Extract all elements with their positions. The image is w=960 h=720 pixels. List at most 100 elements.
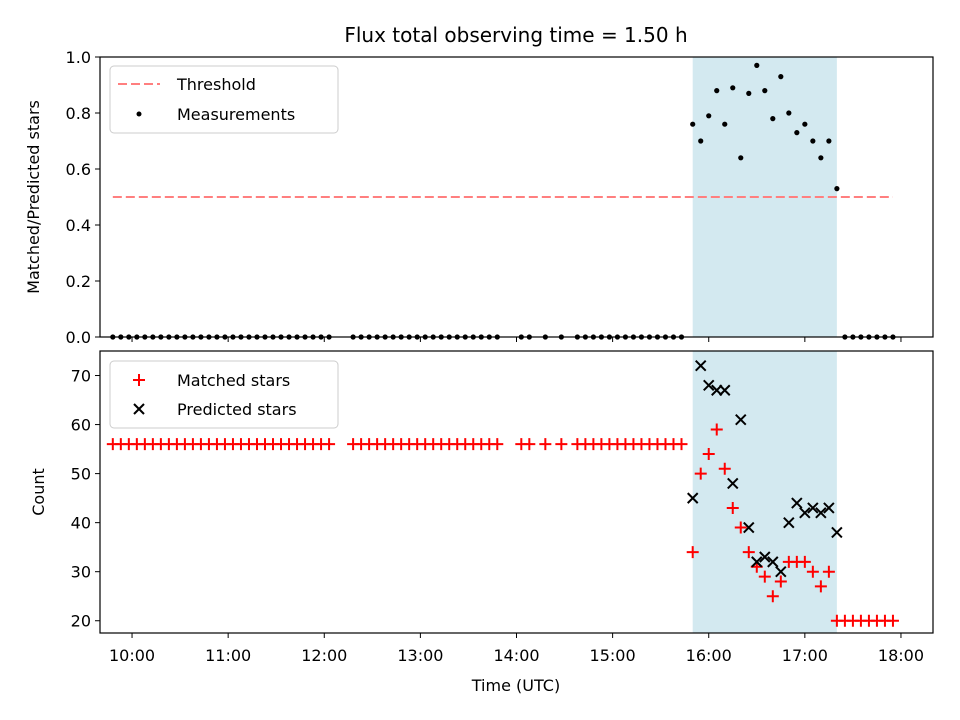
matched-stars-point bbox=[539, 438, 552, 451]
predicted-stars-legend-swatch bbox=[133, 403, 145, 415]
predicted-stars-point bbox=[735, 413, 747, 426]
measurements-point bbox=[778, 74, 784, 80]
top-legend: Threshold Measurements bbox=[109, 65, 339, 134]
matched-stars-point bbox=[758, 570, 771, 583]
bottom-highlight-window bbox=[692, 351, 837, 633]
predicted-stars-legend-label: Predicted stars bbox=[177, 400, 297, 419]
matched-stars-point bbox=[323, 438, 336, 451]
x-tick-label: 14:00 bbox=[493, 646, 539, 665]
y-tick-label: 1.0 bbox=[66, 48, 91, 67]
matched-stars-point bbox=[702, 447, 715, 460]
bottom-y-axis-label: Count bbox=[29, 468, 48, 516]
matched-stars-legend-swatch bbox=[133, 374, 145, 386]
measurements-point bbox=[706, 113, 712, 119]
predicted-stars-point bbox=[831, 526, 843, 539]
measurements-point bbox=[722, 121, 728, 127]
x-tick-label: 12:00 bbox=[301, 646, 347, 665]
predicted-stars-point bbox=[759, 551, 771, 563]
bottom-plot-marks bbox=[106, 360, 899, 627]
measurements-point bbox=[786, 110, 792, 116]
predicted-stars-point bbox=[783, 516, 795, 529]
matched-stars-point bbox=[523, 438, 536, 451]
matched-stars-point bbox=[718, 462, 731, 475]
y-tick-label: 0.4 bbox=[66, 216, 91, 235]
measurements-point bbox=[730, 85, 736, 91]
y-tick-label: 30 bbox=[71, 563, 91, 582]
predicted-stars-point bbox=[695, 360, 707, 372]
predicted-stars-point bbox=[727, 477, 739, 490]
matched-stars-point bbox=[734, 521, 747, 534]
bottom-y-ticks: 20 30 40 50 60 70 bbox=[71, 367, 100, 631]
y-tick-label: 60 bbox=[71, 416, 91, 435]
matched-stars-point bbox=[726, 501, 739, 514]
measurements-point bbox=[714, 88, 720, 94]
matched-stars-legend-label: Matched stars bbox=[177, 371, 290, 390]
measurements-point bbox=[834, 186, 840, 192]
threshold-legend-label: Threshold bbox=[176, 75, 256, 94]
top-y-ticks: 0.0 0.2 0.4 0.6 0.8 1.0 bbox=[66, 48, 100, 347]
top-legend-box bbox=[109, 65, 339, 134]
bottom-legend-box bbox=[109, 360, 339, 429]
predicted-stars-point bbox=[751, 556, 763, 568]
x-tick-label: 10:00 bbox=[109, 646, 155, 665]
predicted-stars-point bbox=[743, 521, 755, 534]
measurements-point bbox=[770, 116, 776, 122]
measurements-point bbox=[810, 138, 816, 144]
y-tick-label: 0.2 bbox=[66, 272, 91, 291]
top-x-ticks bbox=[131, 337, 902, 342]
predicted-stars-point bbox=[799, 507, 811, 519]
matched-stars-point bbox=[886, 614, 899, 627]
measurements-point bbox=[698, 138, 704, 144]
predicted-stars-point bbox=[775, 565, 787, 578]
measurements-point bbox=[762, 88, 768, 94]
measurements-legend-label: Measurements bbox=[177, 105, 295, 124]
matched-stars-point bbox=[694, 467, 707, 480]
measurements-legend-swatch bbox=[136, 111, 142, 117]
chart-title: Flux total observing time = 1.50 h bbox=[344, 23, 687, 47]
predicted-stars-point bbox=[791, 497, 803, 509]
bottom-panel: 20 30 40 50 60 70 10:00 11:00 12:00 13:00 14:00 15… bbox=[29, 350, 934, 695]
matched-stars-point bbox=[742, 546, 755, 559]
y-tick-label: 0.8 bbox=[66, 104, 91, 123]
x-tick-label: 18:00 bbox=[878, 646, 924, 665]
matched-stars-point bbox=[710, 423, 723, 436]
matched-stars-point bbox=[814, 580, 827, 593]
measurements-point bbox=[802, 121, 808, 127]
matched-stars-point bbox=[798, 555, 811, 568]
top-panel: 0.0 0.2 0.4 0.6 0.8 1.0 Matched/Predicted sta… bbox=[24, 48, 934, 347]
y-tick-label: 50 bbox=[71, 465, 91, 484]
measurements-point bbox=[746, 90, 752, 96]
measurements-point bbox=[754, 62, 760, 68]
predicted-stars-point bbox=[767, 556, 779, 568]
matched-stars-point bbox=[774, 575, 787, 588]
measurements-point bbox=[826, 138, 832, 144]
measurements-point bbox=[794, 130, 800, 136]
bottom-legend: Matched stars Predicted stars bbox=[109, 360, 339, 429]
matched-stars-point bbox=[766, 590, 779, 603]
x-tick-label: 17:00 bbox=[782, 646, 828, 665]
x-axis-label: Time (UTC) bbox=[471, 676, 560, 695]
x-tick-label: 11:00 bbox=[205, 646, 251, 665]
matched-stars-point bbox=[555, 438, 568, 451]
predicted-stars-point bbox=[815, 507, 827, 519]
matched-stars-point bbox=[491, 438, 504, 451]
measurements-point bbox=[738, 155, 744, 161]
top-y-axis-label: Matched/Predicted stars bbox=[24, 100, 43, 294]
matched-stars-point bbox=[675, 438, 688, 451]
x-tick-label: 16:00 bbox=[686, 646, 732, 665]
measurements-point bbox=[690, 121, 696, 127]
predicted-stars-point bbox=[807, 502, 819, 514]
predicted-stars-point bbox=[719, 384, 731, 396]
y-tick-label: 70 bbox=[71, 367, 91, 386]
predicted-stars-point bbox=[823, 502, 835, 514]
matched-stars-point bbox=[686, 546, 699, 559]
x-tick-label: 13:00 bbox=[397, 646, 443, 665]
y-tick-label: 20 bbox=[71, 612, 91, 631]
measurements-point bbox=[818, 155, 824, 161]
x-tick-label: 15:00 bbox=[590, 646, 636, 665]
bottom-x-ticks: 10:00 11:00 12:00 13:00 14:00 15:00 16:00 17:00… bbox=[109, 633, 924, 665]
y-tick-label: 0.0 bbox=[66, 328, 91, 347]
y-tick-label: 40 bbox=[71, 514, 91, 533]
matched-stars-point bbox=[822, 565, 835, 578]
